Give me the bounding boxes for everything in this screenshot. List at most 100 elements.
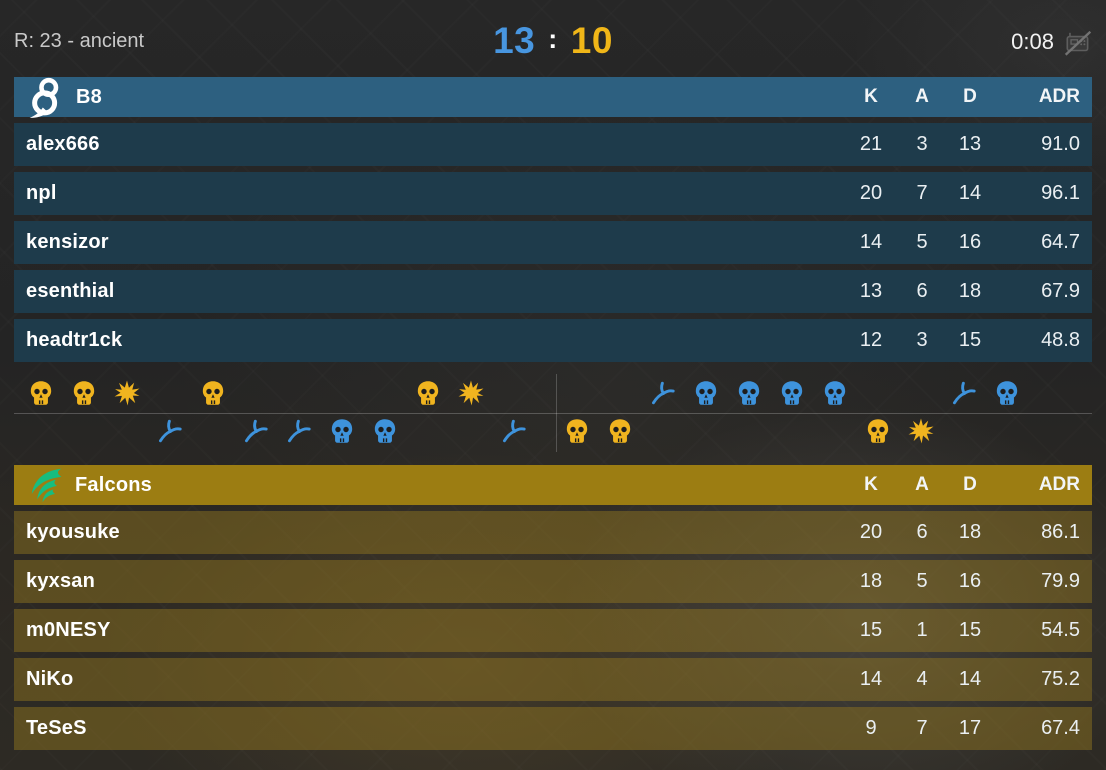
round-elimination-icon: [329, 418, 355, 444]
stat-assists: 6: [916, 280, 928, 302]
stat-kills: 18: [859, 570, 883, 592]
column-header-deaths: D: [963, 86, 977, 107]
stat-kills: 14: [859, 231, 883, 253]
round-history-divider-line: [14, 413, 1092, 414]
player-name: NiKo: [26, 668, 74, 690]
stat-kills: 9: [865, 717, 877, 739]
stat-assists: 1: [916, 619, 928, 641]
round-elimination-icon: [372, 418, 398, 444]
team-table-b8: B8 K A D ADR alex666 21 3 13 91.0 npl 20…: [14, 77, 1092, 362]
player-rows: kyousuke 20 6 18 86.1 kyxsan 18 5 16 79.…: [14, 511, 1092, 750]
player-row: esenthial 13 6 18 67.9: [14, 270, 1092, 313]
column-header-assists: A: [915, 474, 929, 495]
player-name: m0NESY: [26, 619, 111, 641]
player-name: alex666: [26, 133, 100, 155]
stat-assists: 6: [916, 521, 928, 543]
stat-adr: 79.9: [1041, 570, 1080, 592]
round-bomb-defused-icon: [951, 380, 977, 406]
round-elimination-icon: [415, 380, 441, 406]
round-elimination-icon: [71, 380, 97, 406]
stat-kills: 14: [859, 668, 883, 690]
round-elimination-icon: [564, 418, 590, 444]
b8-logo-icon: [26, 75, 66, 119]
round-bomb-defused-icon: [501, 418, 527, 444]
player-row: NiKo 14 4 14 75.2: [14, 658, 1092, 701]
round-bomb-exploded-icon: [458, 380, 484, 406]
stat-kills: 21: [859, 133, 883, 155]
stat-adr: 91.0: [1041, 133, 1080, 155]
round-bomb-defused-icon: [157, 418, 183, 444]
stat-deaths: 15: [958, 329, 982, 351]
match-score: 13 : 10: [493, 20, 613, 62]
stat-deaths: 15: [958, 619, 982, 641]
stat-adr: 75.2: [1041, 668, 1080, 690]
stat-deaths: 17: [958, 717, 982, 739]
round-bomb-defused-icon: [286, 418, 312, 444]
column-header-kills: K: [864, 474, 878, 495]
round-elimination-icon: [693, 380, 719, 406]
stat-adr: 96.1: [1041, 182, 1080, 204]
round-timer: 0:08: [1011, 29, 1054, 54]
stat-adr: 48.8: [1041, 329, 1080, 351]
stat-assists: 3: [916, 133, 928, 155]
column-header-adr: ADR: [1038, 474, 1080, 495]
column-header-deaths: D: [963, 474, 977, 495]
stat-adr: 67.9: [1041, 280, 1080, 302]
stat-assists: 7: [916, 717, 928, 739]
column-header-kills: K: [864, 86, 878, 107]
player-name: kyousuke: [26, 521, 120, 543]
stat-deaths: 18: [958, 521, 982, 543]
player-name: kyxsan: [26, 570, 96, 592]
player-row: kensizor 14 5 16 64.7: [14, 221, 1092, 264]
c4-bomb-icon: [1064, 30, 1092, 56]
stat-kills: 20: [859, 521, 883, 543]
round-bomb-defused-icon: [650, 380, 676, 406]
stat-adr: 54.5: [1041, 619, 1080, 641]
player-row: alex666 21 3 13 91.0: [14, 123, 1092, 166]
stat-deaths: 13: [958, 133, 982, 155]
stat-adr: 67.4: [1041, 717, 1080, 739]
round-bomb-defused-icon: [243, 418, 269, 444]
falcons-logo-icon: [29, 467, 65, 503]
player-name: TeSeS: [26, 717, 87, 739]
score-separator: :: [548, 24, 558, 54]
round-bomb-exploded-icon: [114, 380, 140, 406]
player-rows: alex666 21 3 13 91.0 npl 20 7 14 96.1 ke…: [14, 123, 1092, 362]
player-row: TeSeS 9 7 17 67.4: [14, 707, 1092, 750]
stat-adr: 86.1: [1041, 521, 1080, 543]
stat-kills: 12: [859, 329, 883, 351]
column-header-assists: A: [915, 86, 929, 107]
stat-assists: 5: [916, 231, 928, 253]
round-map-label: R: 23 - ancient: [14, 30, 145, 52]
player-row: kyxsan 18 5 16 79.9: [14, 560, 1092, 603]
stat-deaths: 18: [958, 280, 982, 302]
player-row: headtr1ck 12 3 15 48.8: [14, 319, 1092, 362]
round-elimination-icon: [994, 380, 1020, 406]
stat-assists: 5: [916, 570, 928, 592]
player-row: kyousuke 20 6 18 86.1: [14, 511, 1092, 554]
stat-kills: 20: [859, 182, 883, 204]
player-name: npl: [26, 182, 57, 204]
round-history: [14, 368, 1092, 458]
stat-assists: 4: [916, 668, 928, 690]
score-right: 10: [570, 20, 613, 61]
stat-deaths: 16: [958, 570, 982, 592]
stat-deaths: 14: [958, 182, 982, 204]
round-elimination-icon: [822, 380, 848, 406]
halftime-divider-line: [556, 374, 557, 452]
stat-kills: 15: [859, 619, 883, 641]
team-name: Falcons: [75, 473, 152, 496]
round-elimination-icon: [779, 380, 805, 406]
team-table-falcons: Falcons K A D ADR kyousuke 20 6 18 86.1 …: [14, 465, 1092, 750]
round-elimination-icon: [28, 380, 54, 406]
stat-assists: 7: [916, 182, 928, 204]
stat-deaths: 16: [958, 231, 982, 253]
team-header: B8 K A D ADR: [14, 77, 1092, 117]
column-header-adr: ADR: [1038, 86, 1080, 107]
round-elimination-icon: [607, 418, 633, 444]
round-bomb-exploded-icon: [908, 418, 934, 444]
round-elimination-icon: [200, 380, 226, 406]
team-name: B8: [76, 85, 102, 108]
score-left: 13: [493, 20, 536, 61]
